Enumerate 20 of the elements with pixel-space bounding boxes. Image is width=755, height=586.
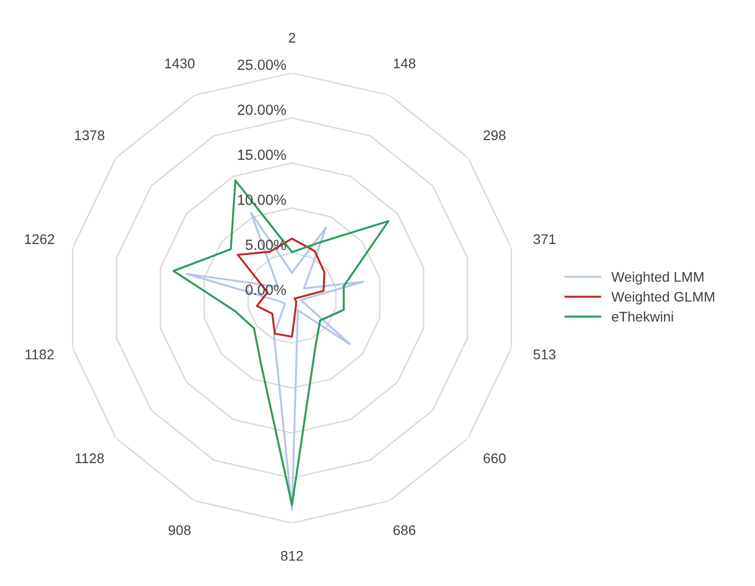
spoke-label: 686 [394, 525, 416, 536]
legend-label: eThekwini [612, 311, 673, 322]
spoke-label: 1378 [75, 130, 104, 140]
spoke-label: 812 [281, 550, 303, 561]
spoke-label: 908 [168, 525, 191, 536]
y-tick-label: 15.00% [238, 150, 286, 160]
spoke-label: 660 [484, 453, 506, 464]
legend-label: Weighted GLMM [611, 292, 714, 304]
y-tick-label: 25.00% [238, 60, 286, 70]
spoke-label: 1128 [76, 453, 104, 464]
legend-label: Weighted LMM [611, 272, 704, 285]
spoke-label: 371 [533, 234, 556, 244]
spoke-label: 2 [288, 32, 296, 43]
spoke-label: 148 [394, 58, 416, 68]
spoke-label: 298 [484, 130, 506, 140]
spoke-label: 1182 [26, 350, 54, 360]
spoke-label: 513 [534, 350, 556, 360]
y-tick-label: 20.00% [238, 104, 286, 115]
spoke-label: 1262 [25, 234, 54, 244]
spoke-label: 1430 [165, 58, 195, 68]
